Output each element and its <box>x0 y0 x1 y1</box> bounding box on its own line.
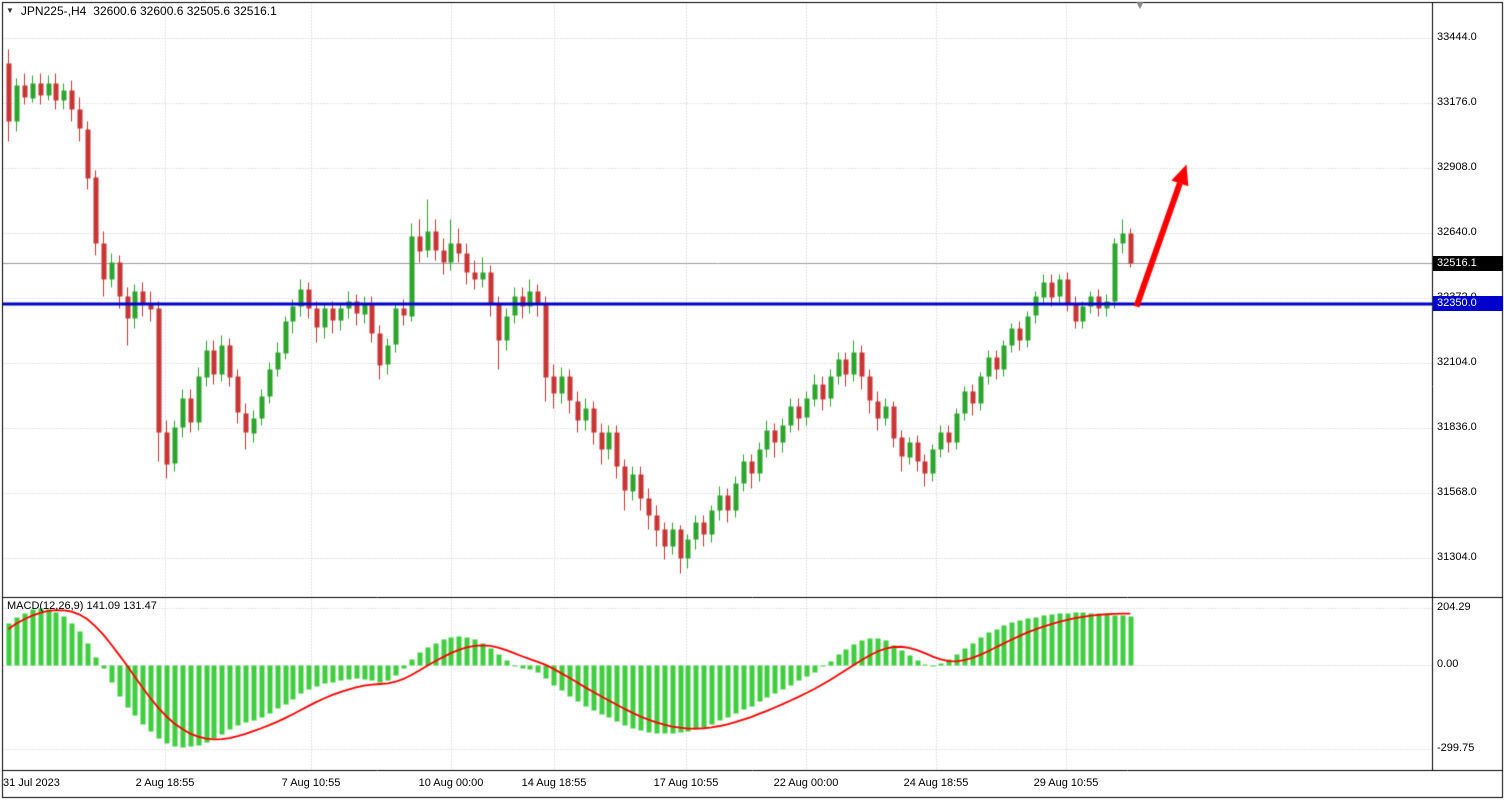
time-axis-label: 22 Aug 00:00 <box>773 777 839 789</box>
current-price-tag: 32516.1 <box>1433 256 1503 271</box>
price-axis-label: 31568.0 <box>1437 486 1477 498</box>
time-axis[interactable] <box>2 771 1502 798</box>
price-axis-label: 33176.0 <box>1437 96 1477 108</box>
time-axis-label: 17 Aug 10:55 <box>653 777 719 789</box>
support-line-price-tag: 32350.0 <box>1433 296 1503 311</box>
time-axis-label: 10 Aug 00:00 <box>418 777 484 789</box>
price-axis-label: 32908.0 <box>1437 161 1477 173</box>
time-axis-label: 14 Aug 18:55 <box>521 777 587 789</box>
price-axis-label: 32640.0 <box>1437 226 1477 238</box>
price-axis-label: 31836.0 <box>1437 421 1477 433</box>
time-axis-label: 7 Aug 10:55 <box>281 777 341 789</box>
symbol-period-label: JPN225-,H4 <box>20 4 87 18</box>
time-axis-label: 24 Aug 18:55 <box>903 777 969 789</box>
symbol-info: ▼ JPN225-,H4 32600.6 32600.6 32505.6 325… <box>6 4 277 18</box>
price-axis-label: 33444.0 <box>1437 31 1477 43</box>
time-axis-label: 29 Aug 10:55 <box>1033 777 1099 789</box>
ohlc-toggle-icon[interactable]: ▼ <box>6 6 14 15</box>
macd-axis-label: 0.00 <box>1437 658 1459 670</box>
macd-axis-label: 204.29 <box>1437 601 1471 613</box>
macd-indicator-label: MACD(12,26,9) 141.09 131.47 <box>7 600 157 612</box>
trend-arrow-object[interactable] <box>1128 150 1198 315</box>
price-axis-label: 31304.0 <box>1437 551 1477 563</box>
time-axis-label: 2 Aug 18:55 <box>135 777 195 789</box>
ohlc-values-label: 32600.6 32600.6 32505.6 32516.1 <box>93 4 277 18</box>
macd-axis-label: -299.75 <box>1437 742 1475 754</box>
horizontal-support-line[interactable] <box>2 300 1432 308</box>
price-axis-label: 32104.0 <box>1437 356 1477 368</box>
chart-shift-marker-icon[interactable]: ▼ <box>1134 0 1146 12</box>
price-axis[interactable] <box>1432 2 1504 770</box>
time-axis-label: 31 Jul 2023 <box>3 777 60 789</box>
